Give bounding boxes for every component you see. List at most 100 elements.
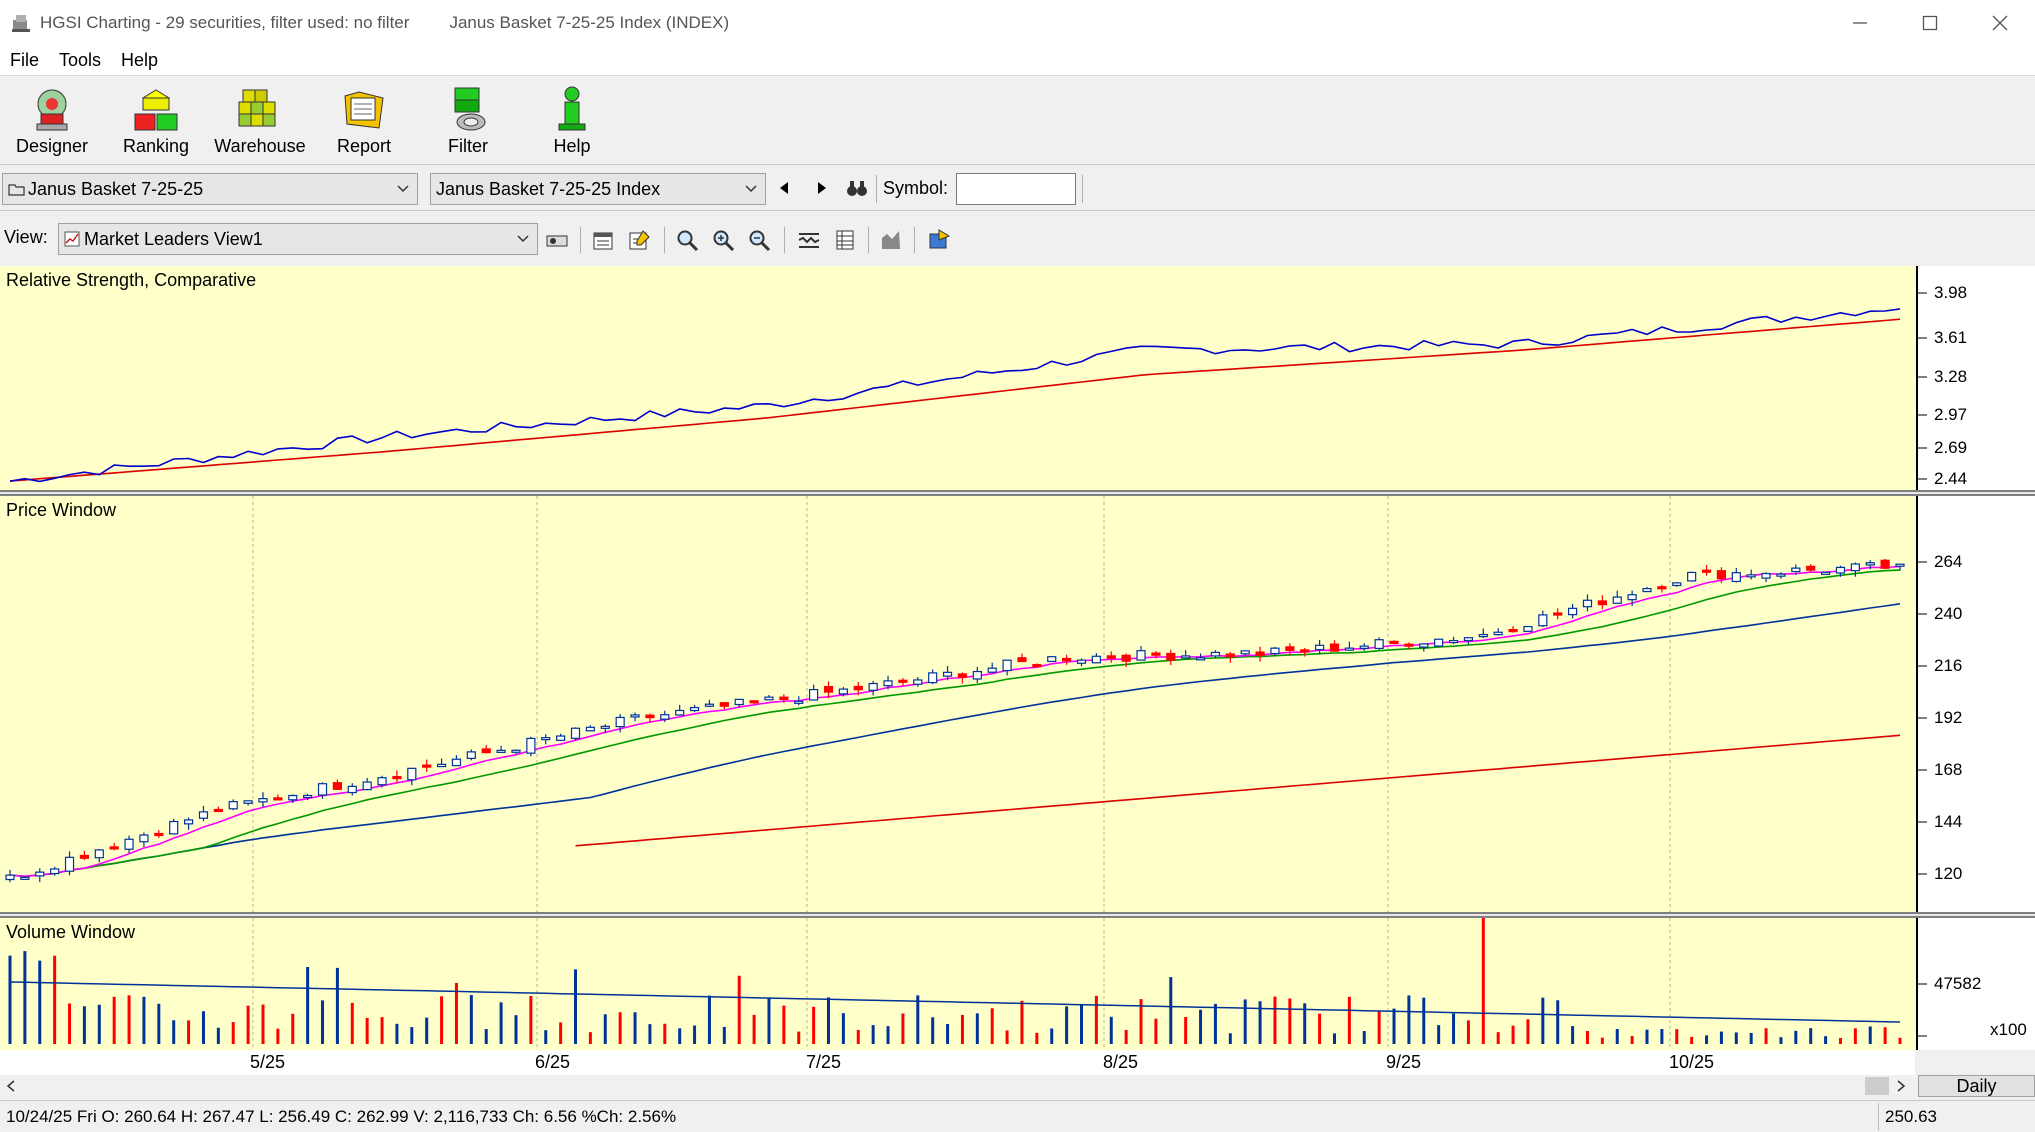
find-button[interactable] xyxy=(844,175,870,201)
price-chart xyxy=(5,496,1905,912)
candle-body xyxy=(660,714,670,720)
warehouse-icon xyxy=(238,89,276,127)
candle-body xyxy=(1508,628,1518,633)
minimize-button[interactable] xyxy=(1825,0,1895,46)
candle-body xyxy=(1642,588,1652,593)
candle-body xyxy=(1091,655,1101,664)
rs-y-tick: 3.61 xyxy=(1934,328,1968,347)
app-icon xyxy=(12,15,30,32)
menu-help[interactable]: Help xyxy=(121,50,159,70)
zoom-out-button[interactable] xyxy=(744,225,774,255)
candle-body xyxy=(258,798,268,803)
candle-body xyxy=(1448,639,1459,644)
volume-pane[interactable]: Volume Window 47582 x100 xyxy=(0,918,2035,1050)
candle-body xyxy=(198,811,209,819)
candle-body xyxy=(1076,659,1087,664)
candle-body xyxy=(853,685,863,691)
candle-body xyxy=(1820,571,1831,575)
candle-body xyxy=(645,714,655,719)
candle-body xyxy=(243,800,253,804)
selector-bar: Janus Basket 7-25-25 Janus Basket 7-25-2… xyxy=(0,167,2035,211)
basket-value: Janus Basket 7-25-25 xyxy=(28,178,204,199)
candle-body xyxy=(942,671,953,677)
main-toolbar: Designer Ranking Warehouse xyxy=(0,77,2035,165)
chart-view-icon xyxy=(64,231,80,247)
designer-button[interactable]: Designer xyxy=(0,77,104,165)
candle-body xyxy=(273,797,283,801)
separator xyxy=(784,227,785,253)
warehouse-button[interactable]: Warehouse xyxy=(208,77,312,165)
period-button[interactable]: Daily xyxy=(1918,1075,2035,1097)
date-label: 6/25 xyxy=(535,1052,571,1072)
candle-body xyxy=(809,688,819,701)
menu-file[interactable]: File xyxy=(10,50,40,70)
scroll-left-button[interactable] xyxy=(0,1075,22,1097)
filter-button[interactable]: Filter xyxy=(416,77,520,165)
table-icon xyxy=(836,230,854,250)
candle-body xyxy=(1553,612,1563,616)
chevron-down-icon xyxy=(389,184,417,194)
basket-dropdown[interactable]: Janus Basket 7-25-25 xyxy=(2,173,418,205)
chart-type-button[interactable] xyxy=(876,225,906,255)
price-pane[interactable]: Price Window 264 240 216 192 168 144 120 xyxy=(0,496,2035,912)
candle-body xyxy=(1270,647,1280,655)
horizontal-scrollbar[interactable]: Daily xyxy=(0,1075,2035,1097)
candle-body xyxy=(1240,650,1250,655)
security-dropdown[interactable]: Janus Basket 7-25-25 Index xyxy=(430,173,766,205)
relative-strength-pane[interactable]: Relative Strength, Comparative 3.98 3.61… xyxy=(0,266,2035,490)
candle-body xyxy=(213,808,223,813)
date-label: 7/25 xyxy=(806,1052,842,1072)
candle-body xyxy=(407,767,417,781)
help-icon xyxy=(558,86,586,131)
candle-body xyxy=(1850,563,1860,572)
report-icon xyxy=(344,91,384,129)
view-manager-icon xyxy=(546,235,568,247)
candle-body xyxy=(347,785,357,794)
ranking-button[interactable]: Ranking xyxy=(104,77,208,165)
refresh-button[interactable] xyxy=(924,225,954,255)
candle-body xyxy=(1612,596,1622,604)
scroll-thumb[interactable] xyxy=(1865,1077,1889,1095)
candle-body xyxy=(1136,650,1146,661)
candle-body xyxy=(1895,563,1905,567)
candle-body xyxy=(1538,614,1548,627)
view-manager-button[interactable] xyxy=(542,225,572,255)
volume-y-axis: 47582 x100 xyxy=(1916,918,2035,1050)
view-dropdown[interactable]: Market Leaders View1 xyxy=(58,223,538,255)
zoom-button[interactable] xyxy=(672,225,702,255)
candle-body xyxy=(704,703,715,707)
table-button[interactable] xyxy=(830,225,860,255)
rs-y-tick: 2.69 xyxy=(1934,438,1968,457)
close-button[interactable] xyxy=(1965,0,2035,46)
edit-button[interactable] xyxy=(624,225,654,255)
zoom-in-icon xyxy=(713,230,735,252)
separator xyxy=(580,227,581,253)
candle-body xyxy=(1062,657,1072,662)
maximize-button[interactable] xyxy=(1895,0,1965,46)
zoom-in-button[interactable] xyxy=(708,225,738,255)
report-button[interactable]: Report xyxy=(312,77,416,165)
indicators-button[interactable] xyxy=(794,225,824,255)
candle-body xyxy=(585,726,595,732)
candle-body xyxy=(1434,638,1444,647)
next-security-button[interactable] xyxy=(812,175,832,201)
volume-average-line xyxy=(9,981,1901,1023)
prev-security-button[interactable] xyxy=(774,175,794,201)
candle-body xyxy=(1344,647,1354,651)
volume-multiplier: x100 xyxy=(1990,1020,2027,1039)
price-y-tick: 216 xyxy=(1934,656,1963,675)
candle-body xyxy=(94,849,104,859)
candle-body xyxy=(1746,574,1756,578)
help-button[interactable]: Help xyxy=(520,77,624,165)
pane-splitter[interactable] xyxy=(0,490,2035,496)
price-y-tick: 192 xyxy=(1934,708,1963,727)
scroll-right-button[interactable] xyxy=(1890,1075,1912,1097)
price-y-tick: 168 xyxy=(1934,760,1963,779)
candle-body xyxy=(139,834,149,843)
properties-button[interactable] xyxy=(588,225,618,255)
symbol-input[interactable] xyxy=(956,173,1076,205)
candle-body xyxy=(898,679,908,683)
candle-body xyxy=(779,696,789,700)
pane-splitter[interactable] xyxy=(0,912,2035,918)
menu-tools[interactable]: Tools xyxy=(59,50,102,70)
